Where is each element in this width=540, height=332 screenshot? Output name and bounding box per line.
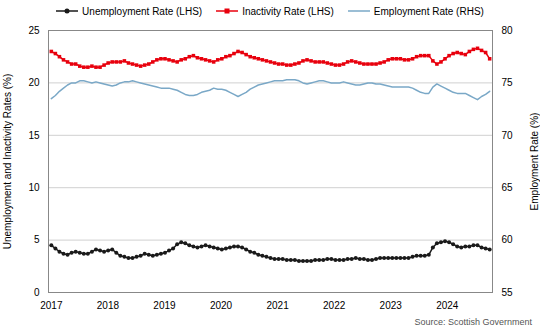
svg-text:Employment Rate (%): Employment Rate (%) — [529, 113, 540, 211]
svg-text:2021: 2021 — [266, 300, 289, 311]
html-text:Employment Rate (RHS): Employment Rate (RHS) — [373, 5, 484, 17]
svg-text:2017: 2017 — [40, 300, 63, 311]
svg-text:2019: 2019 — [153, 300, 176, 311]
svg-text:2024: 2024 — [436, 300, 459, 311]
svg-text:75: 75 — [502, 77, 514, 88]
svg-text:2022: 2022 — [323, 300, 346, 311]
svg-text:2020: 2020 — [210, 300, 233, 311]
svg-text:10: 10 — [28, 182, 40, 193]
svg-text:15: 15 — [28, 130, 40, 141]
svg-text:60: 60 — [502, 234, 514, 245]
svg-text:2018: 2018 — [97, 300, 120, 311]
html-text:Inactivity Rate (LHS): Inactivity Rate (LHS) — [242, 5, 334, 17]
html-text:Unemployment Rate (LHS): Unemployment Rate (LHS) — [82, 5, 203, 17]
html-text:Source: Scottish Government: Source: Scottish Government — [414, 317, 532, 327]
svg-text:Unemployment and Inactivity Ra: Unemployment and Inactivity Rates (%) — [2, 74, 13, 250]
svg-text:5: 5 — [34, 234, 40, 245]
svg-text:80: 80 — [502, 25, 514, 36]
svg-text:0: 0 — [34, 287, 40, 298]
svg-text:25: 25 — [28, 25, 40, 36]
svg-text:70: 70 — [502, 130, 514, 141]
svg-text:65: 65 — [502, 182, 514, 193]
svg-text:20: 20 — [28, 77, 40, 88]
svg-text:2023: 2023 — [380, 300, 403, 311]
svg-text:55: 55 — [502, 287, 514, 298]
